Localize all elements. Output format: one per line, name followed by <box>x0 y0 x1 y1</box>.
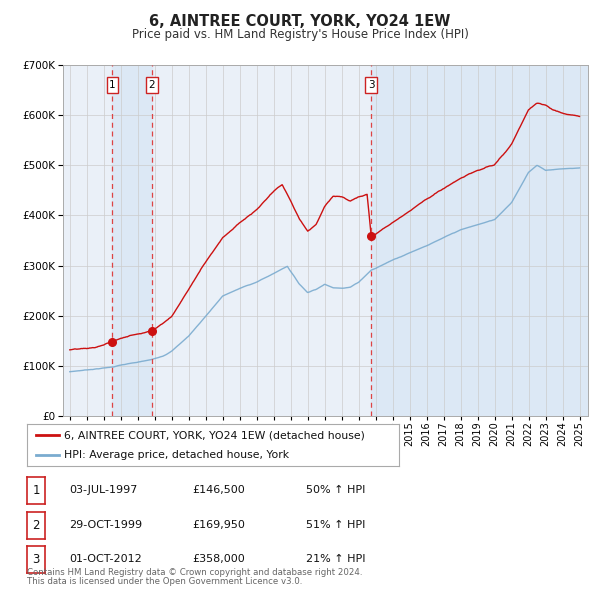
Text: £146,500: £146,500 <box>192 486 245 495</box>
Text: 6, AINTREE COURT, YORK, YO24 1EW (detached house): 6, AINTREE COURT, YORK, YO24 1EW (detach… <box>64 430 365 440</box>
Text: 1: 1 <box>32 484 40 497</box>
Text: 3: 3 <box>32 553 40 566</box>
Text: 01-OCT-2012: 01-OCT-2012 <box>69 554 142 563</box>
Text: Contains HM Land Registry data © Crown copyright and database right 2024.: Contains HM Land Registry data © Crown c… <box>27 568 362 577</box>
Bar <box>112 65 152 416</box>
Text: 3: 3 <box>368 80 374 90</box>
Text: 51% ↑ HPI: 51% ↑ HPI <box>306 520 365 529</box>
Text: 03-JUL-1997: 03-JUL-1997 <box>69 486 137 495</box>
Text: HPI: Average price, detached house, York: HPI: Average price, detached house, York <box>64 450 289 460</box>
Bar <box>371 65 588 416</box>
Text: 6, AINTREE COURT, YORK, YO24 1EW: 6, AINTREE COURT, YORK, YO24 1EW <box>149 14 451 29</box>
Text: 21% ↑ HPI: 21% ↑ HPI <box>306 554 365 563</box>
Text: 2: 2 <box>149 80 155 90</box>
Text: This data is licensed under the Open Government Licence v3.0.: This data is licensed under the Open Gov… <box>27 578 302 586</box>
Text: 50% ↑ HPI: 50% ↑ HPI <box>306 486 365 495</box>
Text: 29-OCT-1999: 29-OCT-1999 <box>69 520 142 529</box>
Text: Price paid vs. HM Land Registry's House Price Index (HPI): Price paid vs. HM Land Registry's House … <box>131 28 469 41</box>
Text: 1: 1 <box>109 80 116 90</box>
Text: £169,950: £169,950 <box>192 520 245 529</box>
Text: £358,000: £358,000 <box>192 554 245 563</box>
Text: 2: 2 <box>32 519 40 532</box>
